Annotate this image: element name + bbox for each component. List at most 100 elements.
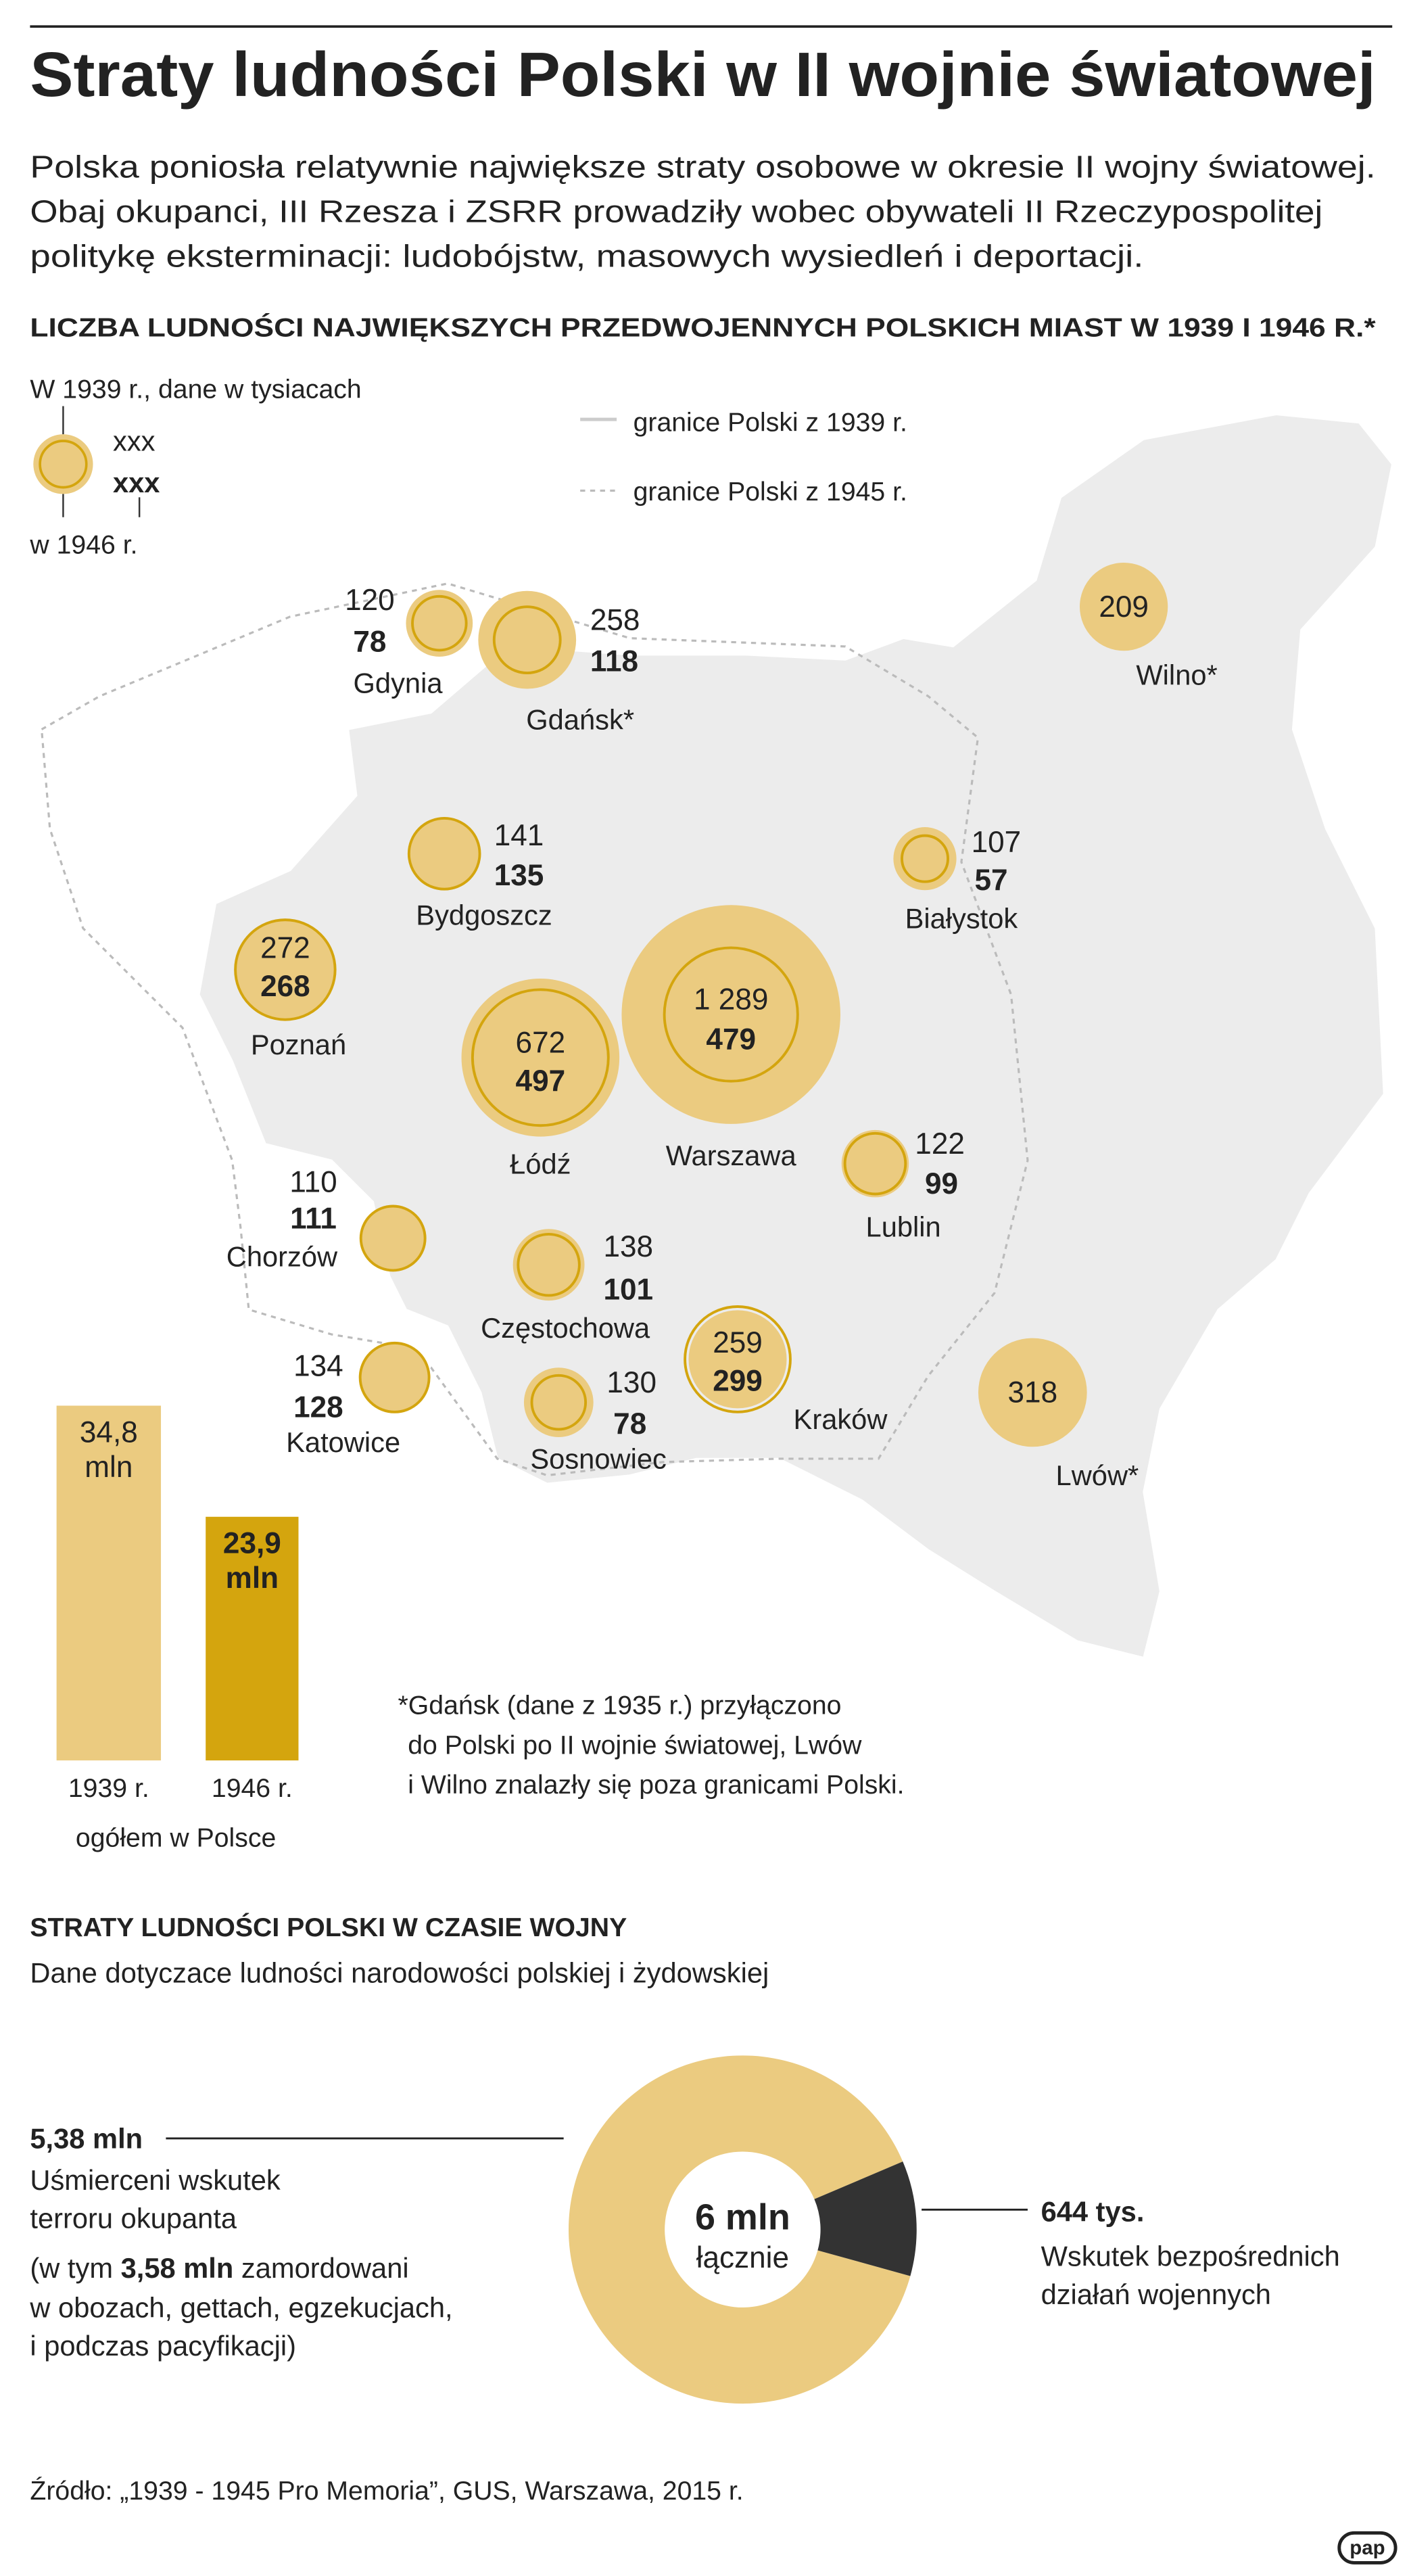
- legend-label: granice Polski z 1945 r.: [634, 477, 907, 507]
- pie-slice: [569, 2055, 911, 2404]
- city-pop-1939: 209: [1099, 590, 1149, 624]
- city-pop-1946: 268: [260, 970, 310, 1003]
- city-bubble-1939: [688, 1310, 787, 1409]
- city-name: Bydgoszcz: [416, 899, 552, 931]
- section-subtitle: Dane dotyczace ludności narodowości pols…: [30, 1957, 769, 1989]
- city-pop-1939: 120: [345, 584, 395, 617]
- legend-sample: xxx: [113, 425, 156, 457]
- map-heading: LICZBA LUDNOŚCI NAJWIĘKSZYCH PRZEDWOJENN…: [30, 313, 1376, 343]
- slice-label: terroru okupanta: [30, 2202, 237, 2234]
- bar: [206, 1516, 299, 1761]
- logo-frame: [1337, 2531, 1398, 2565]
- city-bubble-1939: [360, 1206, 425, 1271]
- city-bubble-1946: [684, 1305, 792, 1413]
- slice-note: (w tym 3,58 mln zamordowani: [30, 2252, 408, 2284]
- city-bubble-1939: [461, 978, 620, 1137]
- city-pop-1939: 1 289: [694, 983, 768, 1016]
- city-pop-1939: 130: [606, 1366, 656, 1399]
- city-name: Katowice: [286, 1426, 400, 1458]
- note-part: (w tym: [30, 2252, 113, 2284]
- city-name: Gdynia: [354, 668, 444, 699]
- title: Straty ludności Polski w II wojnie świat…: [30, 39, 1375, 110]
- legend-label: granice Polski z 1939 r.: [634, 408, 907, 437]
- city-pop-1939: 110: [289, 1165, 337, 1198]
- city-pop-1939: 122: [915, 1127, 965, 1161]
- city-bubble-1939: [523, 1367, 594, 1438]
- city-name: Białystok: [905, 903, 1018, 935]
- city-name: Gdańsk*: [526, 703, 634, 735]
- city-pop-1946: 99: [925, 1167, 958, 1200]
- city-bubble-1946: [530, 1374, 588, 1431]
- city-bubble-1946: [492, 605, 562, 675]
- city-bubble-1939: [512, 1229, 585, 1301]
- city-pop-1946: 78: [353, 625, 386, 658]
- slice-note: i podczas pacyfikacji): [30, 2330, 296, 2362]
- city-bubble-1939: [841, 1129, 909, 1198]
- city-bubble-1946: [663, 946, 799, 1083]
- city-bubble-1939: [478, 590, 577, 689]
- bar-value-label: 23,9 mln: [223, 1527, 281, 1595]
- city-name: Warszawa: [666, 1140, 797, 1171]
- section-heading: STRATY LUDNOŚCI POLSKI W CZASIE WOJNY: [30, 1913, 627, 1942]
- city-pop-1946: 57: [975, 864, 1008, 897]
- city-bubble-1946: [358, 1341, 431, 1413]
- legend-circle: [33, 434, 93, 494]
- city-bubble-1939: [621, 905, 840, 1124]
- city-bubble-1939: [978, 1338, 1087, 1447]
- legend-caption: W 1939 r., dane w tysiacach: [30, 375, 361, 404]
- city-pop-1939: 318: [1008, 1376, 1058, 1409]
- city-name: Sosnowiec: [530, 1443, 666, 1475]
- city-name: Poznań: [251, 1029, 346, 1060]
- legend-sample: xxx: [113, 467, 160, 498]
- x-tick-label: 1946 r.: [212, 1774, 293, 1803]
- slice-label: Wskutek bezpośrednich: [1041, 2241, 1340, 2272]
- note-part: 3,58 mln: [113, 2252, 233, 2284]
- city-bubble-1939: [235, 919, 336, 1021]
- slice-label: działań wojennych: [1041, 2278, 1271, 2310]
- city-pop-1939: 259: [713, 1326, 763, 1359]
- slice-value-label: 5,38 mln: [30, 2123, 143, 2155]
- footnote: *Gdańsk (dane z 1935 r.) przyłączono: [398, 1691, 842, 1720]
- slice-note: w obozach, gettach, egzekucjach,: [29, 2292, 452, 2324]
- city-name: Lwów*: [1056, 1459, 1139, 1491]
- city-pop-1946: 128: [293, 1391, 343, 1424]
- city-bubble-1939: [406, 590, 473, 657]
- city-bubble-1946: [843, 1131, 907, 1196]
- city-bubble-1946: [411, 594, 468, 652]
- city-pop-1939: 258: [590, 603, 640, 636]
- city-name: Łódź: [510, 1148, 571, 1179]
- city-pop-1939: 107: [972, 826, 1022, 859]
- city-pop-1939: 138: [603, 1230, 653, 1263]
- note-part: zamordowani: [233, 2252, 408, 2284]
- slice-label: Uśmierceni wskutek: [30, 2164, 281, 2196]
- bar: [56, 1405, 162, 1761]
- city-bubble-1939: [1079, 562, 1168, 651]
- city-bubble-1939: [408, 817, 481, 890]
- city-pop-1939: 672: [516, 1026, 566, 1059]
- city-pop-1946: 111: [290, 1202, 337, 1235]
- city-pop-1946: 118: [590, 645, 638, 678]
- city-name: Lublin: [866, 1211, 941, 1243]
- pie-total-caption: łącznie: [696, 2241, 789, 2274]
- city-pop-1946: 299: [713, 1364, 763, 1397]
- city-pop-1946: 101: [603, 1273, 653, 1307]
- city-bubble-1946: [359, 1204, 427, 1272]
- source: Źródło: „1939 - 1945 Pro Memoria”, GUS, …: [30, 2477, 743, 2506]
- x-axis-label: ogółem w Polsce: [76, 1824, 276, 1853]
- intro-line: Obaj okupanci, III Rzesza i ZSRR prowadz…: [30, 193, 1322, 229]
- bar-value-label: 34,8 mln: [80, 1415, 138, 1483]
- city-name: Chorzów: [226, 1241, 338, 1273]
- city-pop-1939: 272: [260, 932, 310, 965]
- city-name: Kraków: [794, 1403, 888, 1435]
- intro-line: Polska poniosła relatywnie największe st…: [30, 149, 1375, 184]
- x-tick-label: 1939 r.: [68, 1774, 149, 1803]
- city-pop-1946: 479: [706, 1023, 756, 1056]
- city-pop-1939: 134: [293, 1349, 343, 1382]
- legend-circle: [39, 440, 88, 489]
- city-name: Częstochowa: [481, 1312, 650, 1344]
- city-pop-1939: 141: [494, 819, 544, 852]
- city-bubble-1946: [407, 816, 481, 891]
- city-bubble-1939: [359, 1342, 430, 1413]
